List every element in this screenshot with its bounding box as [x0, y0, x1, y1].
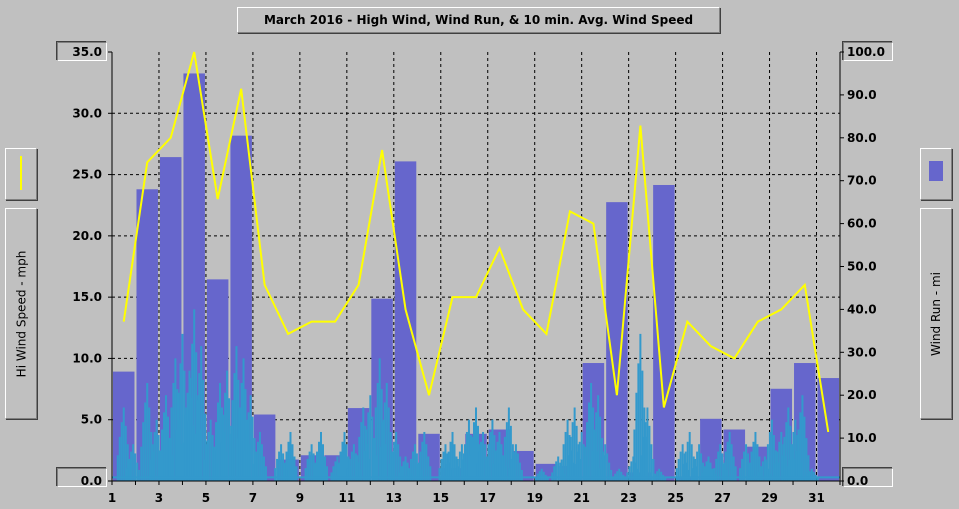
right-tick-label: 40.0 [847, 302, 877, 316]
x-tick-label: 27 [714, 491, 731, 505]
x-tick-label: 13 [385, 491, 402, 505]
right-tick-label: 0.0 [847, 474, 868, 488]
chart-title-text: March 2016 - High Wind, Wind Run, & 10 m… [263, 13, 694, 27]
left-bottom-label-box [57, 468, 107, 487]
right-tick-label: 90.0 [847, 88, 877, 102]
x-tick-label: 1 [108, 491, 116, 505]
right-tick-label: 80.0 [847, 131, 877, 145]
right-axis-title: Wind Run - mi [920, 208, 952, 419]
x-tick-label: 25 [667, 491, 684, 505]
left-tick-label: 25.0 [72, 168, 102, 182]
right-tick-label: 60.0 [847, 217, 877, 231]
left-top-label-box [57, 42, 107, 61]
right-tick-label: 30.0 [847, 345, 877, 359]
right-tick-label: 70.0 [847, 174, 877, 188]
high-wind-line [122, 51, 830, 433]
right-tick-label: 100.0 [847, 45, 885, 59]
x-tick-label: 3 [155, 491, 163, 505]
right-tick-label: 10.0 [847, 431, 877, 445]
x-tick-label: 21 [573, 491, 590, 505]
x-tick-label: 29 [761, 491, 778, 505]
left-axis-title: Hi Wind Speed - mph [5, 208, 37, 419]
x-tick-label: 7 [249, 491, 257, 505]
right-tick-label: 20.0 [847, 388, 877, 402]
high-wind-legend-swatch [20, 156, 22, 190]
x-tick-label: 15 [432, 491, 449, 505]
high-wind-legend [5, 148, 37, 200]
left-tick-label: 15.0 [72, 290, 102, 304]
wind-run-bar [394, 161, 417, 481]
x-tick-label: 17 [479, 491, 496, 505]
right-bottom-label-box [843, 468, 893, 487]
left-tick-label: 5.0 [81, 413, 102, 427]
wind-run-bar [606, 202, 628, 481]
x-tick-label: 5 [202, 491, 210, 505]
x-tick-label: 23 [620, 491, 637, 505]
chart-title: March 2016 - High Wind, Wind Run, & 10 m… [237, 7, 720, 33]
x-tick-label: 9 [296, 491, 304, 505]
left-tick-label: 0.0 [81, 474, 102, 488]
wind-run-bar [653, 184, 675, 482]
x-tick-label: 31 [808, 491, 825, 505]
x-tick-label: 11 [338, 491, 355, 505]
left-tick-label: 20.0 [72, 229, 102, 243]
wind-run-legend [920, 148, 952, 200]
right-tick-label: 50.0 [847, 260, 877, 274]
wind-run-bar [136, 189, 158, 481]
wind-run-legend-swatch [929, 161, 943, 181]
left-tick-label: 35.0 [72, 45, 102, 59]
left-tick-label: 30.0 [72, 106, 102, 120]
left-tick-label: 10.0 [72, 351, 102, 365]
x-tick-label: 19 [526, 491, 543, 505]
